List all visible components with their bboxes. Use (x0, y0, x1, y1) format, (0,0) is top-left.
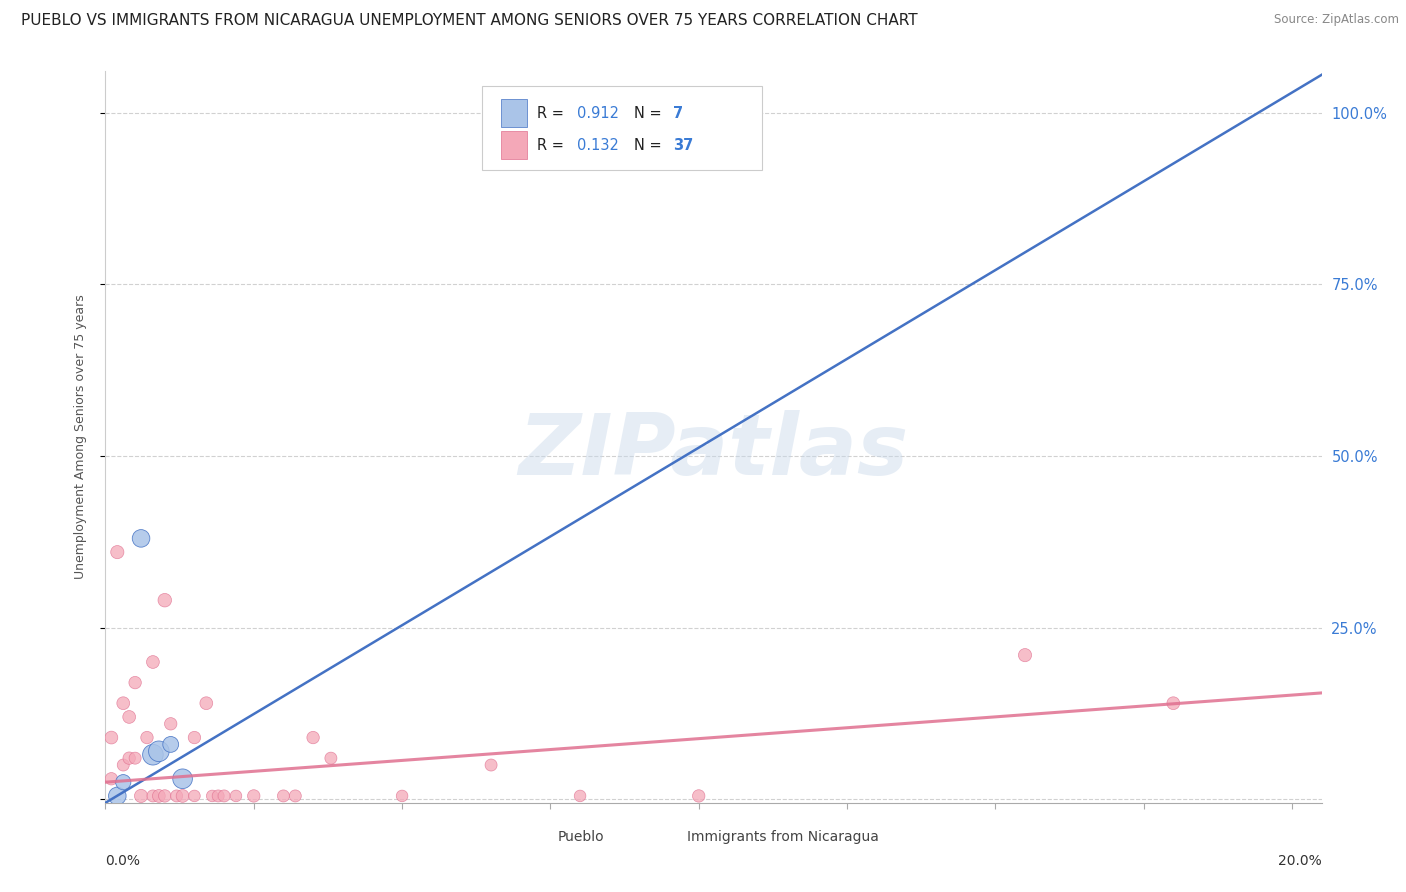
Text: 20.0%: 20.0% (1278, 854, 1322, 868)
Point (118, 710, 141, 724)
Bar (501, 99, 527, 127)
Point (159, 716, 181, 731)
Bar (652, 825, 678, 850)
Point (195, 696, 218, 710)
Point (153, 593, 176, 607)
Point (284, 789, 307, 803)
Point (105, 789, 128, 803)
Point (1163, 696, 1185, 710)
Text: 0.0%: 0.0% (105, 854, 141, 868)
Text: N =: N = (634, 105, 666, 120)
Point (129, 532, 152, 546)
Point (124, 751, 146, 765)
Point (207, 789, 229, 803)
Point (136, 731, 159, 745)
Point (142, 747, 165, 762)
Text: R =: R = (537, 137, 568, 153)
Point (105, 545, 128, 559)
Point (166, 789, 188, 803)
Point (183, 731, 205, 745)
Point (118, 751, 141, 765)
Point (129, 789, 152, 803)
Point (1014, 648, 1036, 662)
Text: 0.912: 0.912 (578, 105, 619, 120)
Point (302, 731, 325, 745)
Text: Immigrants from Nicaragua: Immigrants from Nicaragua (686, 830, 879, 844)
Point (142, 655, 165, 669)
Point (391, 789, 413, 803)
Point (100, 772, 122, 786)
Point (319, 751, 342, 765)
Point (201, 789, 224, 803)
Text: R =: R = (537, 105, 568, 120)
Point (183, 789, 205, 803)
Point (688, 789, 710, 803)
Bar (501, 131, 527, 159)
Text: N =: N = (634, 137, 666, 153)
Text: Pueblo: Pueblo (558, 830, 605, 844)
Point (172, 772, 194, 786)
Text: ZIPatlas: ZIPatlas (519, 410, 908, 493)
Text: 0.132: 0.132 (578, 137, 619, 153)
Text: 37: 37 (673, 137, 693, 153)
Point (112, 775, 135, 789)
Point (124, 675, 146, 690)
Point (112, 758, 135, 772)
Point (212, 789, 235, 803)
Point (273, 789, 295, 803)
Point (148, 789, 170, 803)
Text: 7: 7 (673, 105, 683, 120)
Text: Source: ZipAtlas.com: Source: ZipAtlas.com (1274, 13, 1399, 27)
Point (569, 789, 592, 803)
Point (142, 789, 165, 803)
Point (112, 696, 135, 710)
Point (153, 789, 176, 803)
Point (148, 744, 170, 758)
FancyBboxPatch shape (482, 86, 762, 170)
Point (172, 789, 194, 803)
Point (159, 738, 181, 752)
Point (225, 789, 247, 803)
Point (242, 789, 264, 803)
Point (479, 758, 502, 772)
Y-axis label: Unemployment Among Seniors over 75 years: Unemployment Among Seniors over 75 years (75, 294, 87, 580)
Text: PUEBLO VS IMMIGRANTS FROM NICARAGUA UNEMPLOYMENT AMONG SENIORS OVER 75 YEARS COR: PUEBLO VS IMMIGRANTS FROM NICARAGUA UNEM… (21, 13, 918, 29)
Bar (524, 825, 550, 850)
Point (100, 731, 122, 745)
